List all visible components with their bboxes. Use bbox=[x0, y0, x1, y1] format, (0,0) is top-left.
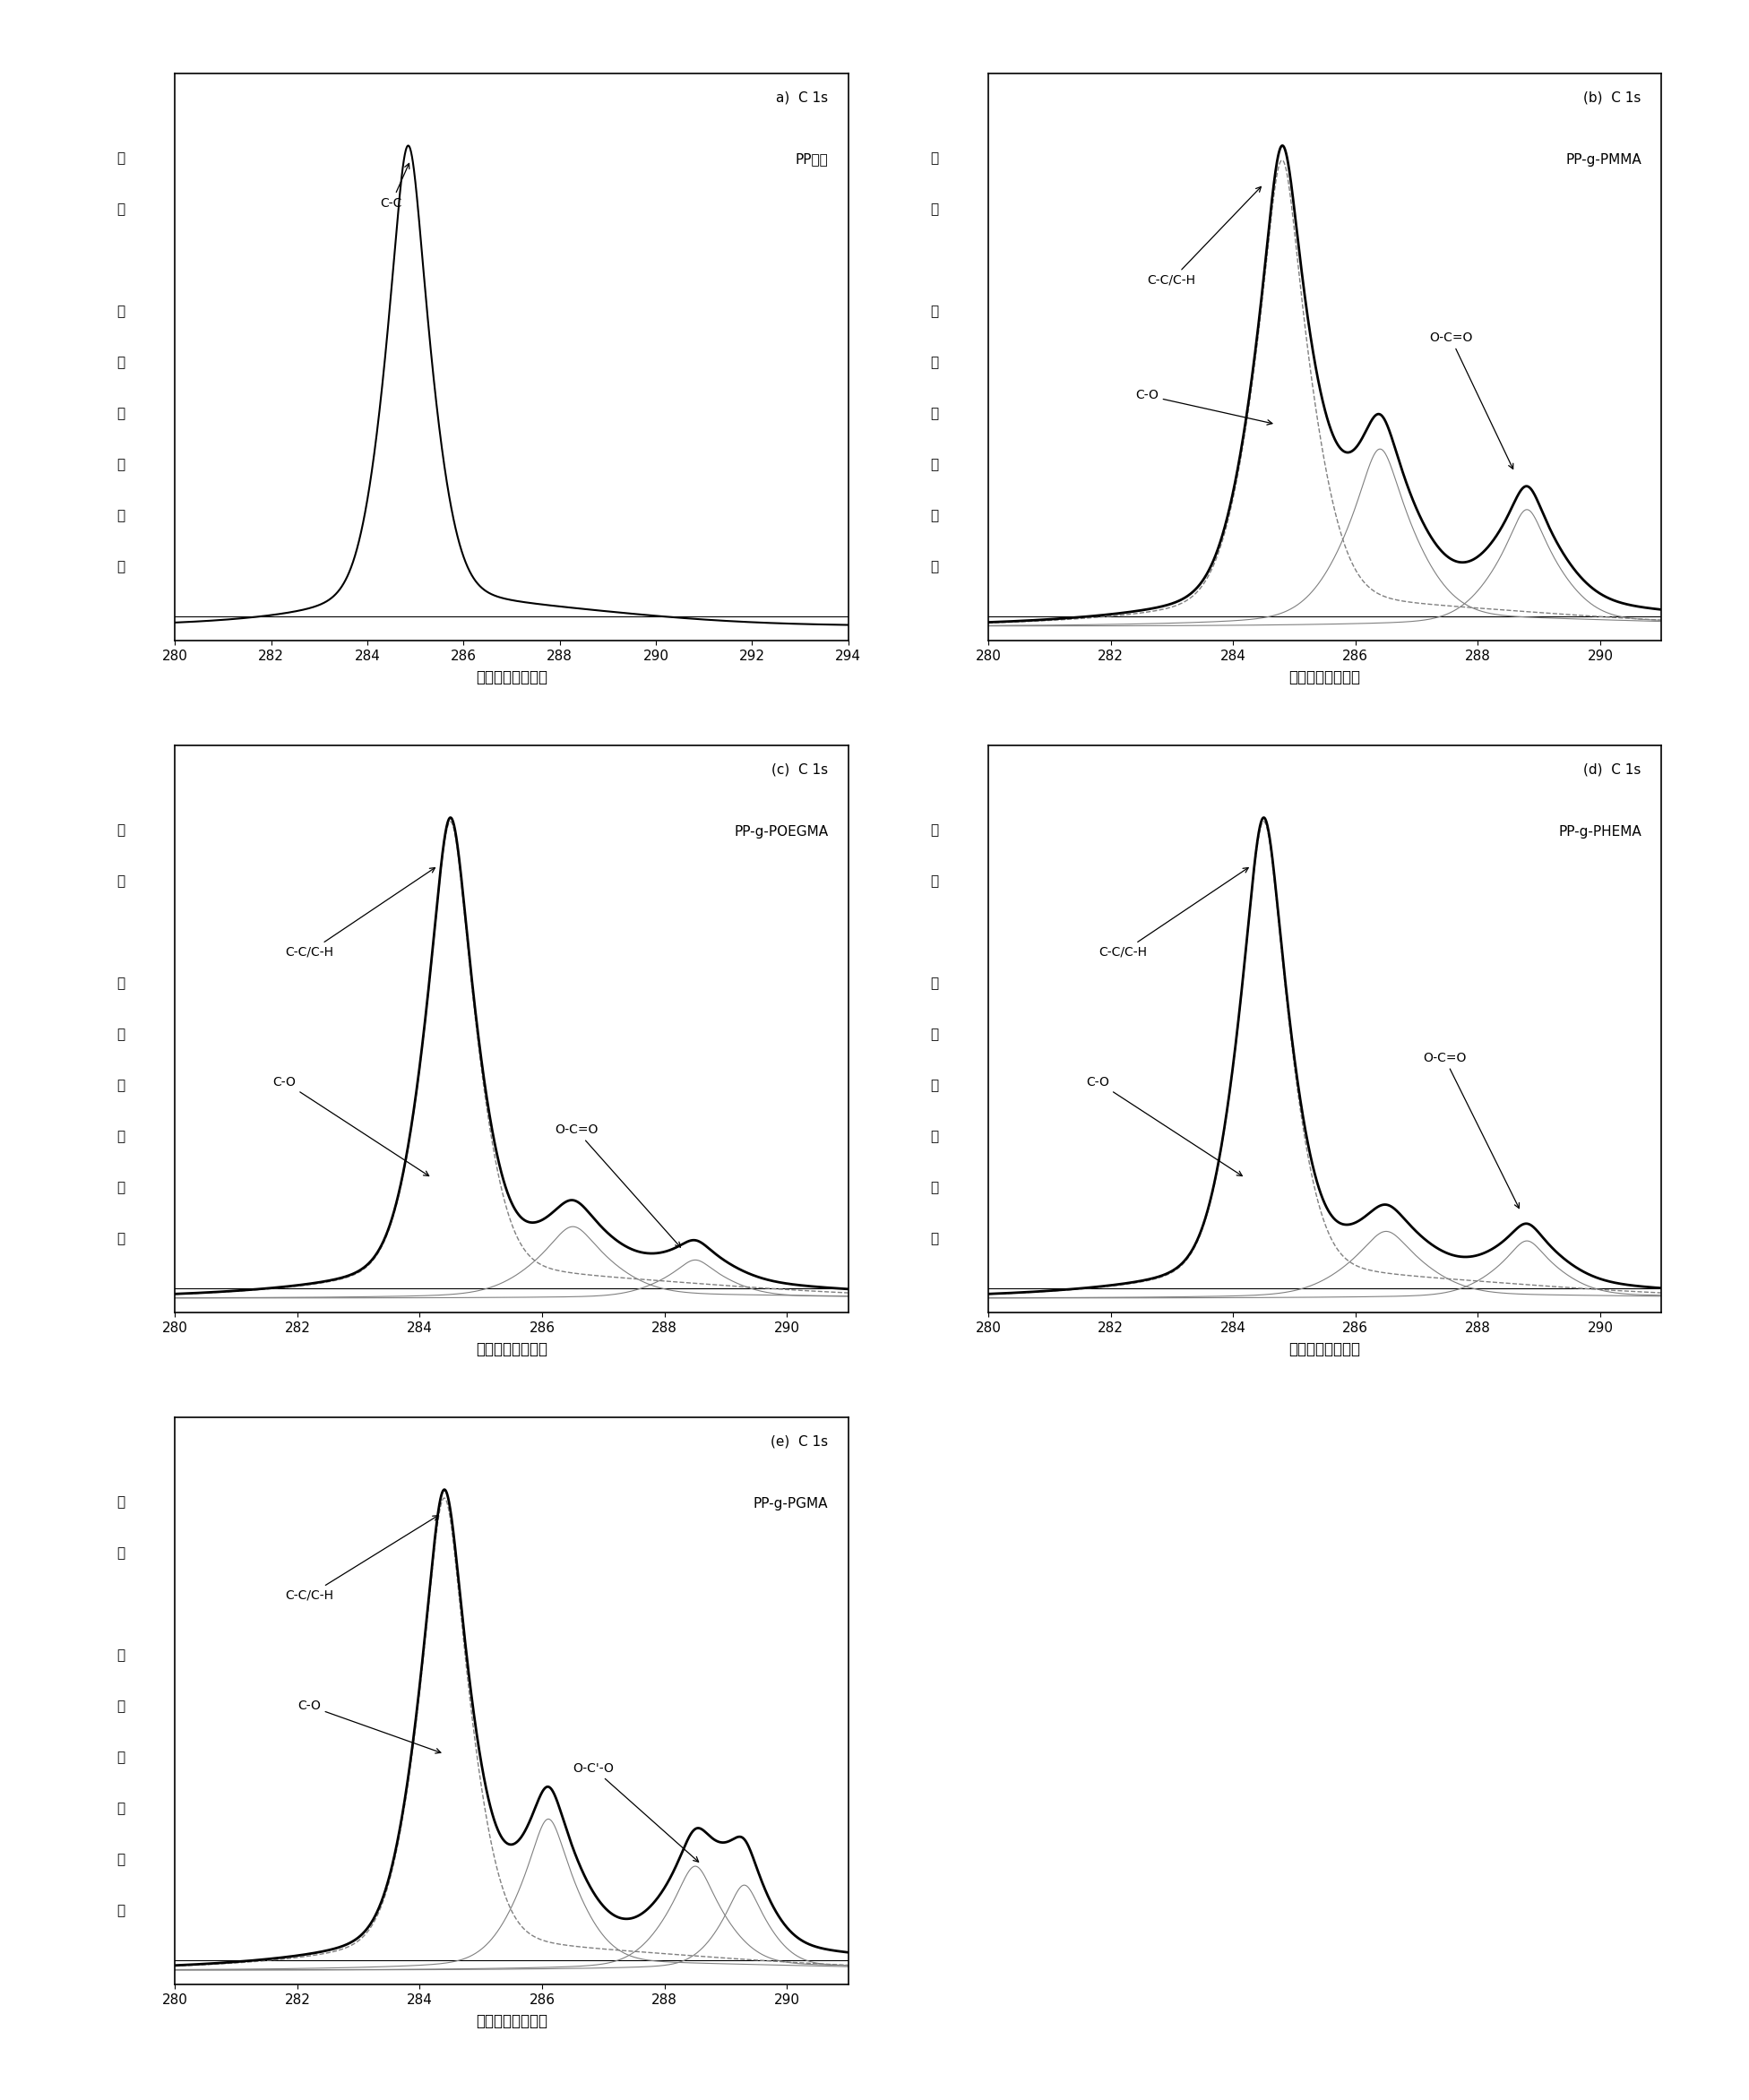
Text: ）: ） bbox=[117, 561, 126, 573]
Text: 单: 单 bbox=[117, 1130, 126, 1142]
Text: ）: ） bbox=[117, 1233, 126, 1245]
X-axis label: 结合能（电子伏）: 结合能（电子伏） bbox=[1289, 1342, 1361, 1357]
Text: 收: 收 bbox=[117, 1079, 126, 1092]
Text: C-O: C-O bbox=[1135, 388, 1272, 424]
Text: 位: 位 bbox=[117, 1852, 126, 1867]
Text: (d)  C 1s: (d) C 1s bbox=[1583, 762, 1641, 775]
Text: 位: 位 bbox=[117, 1180, 126, 1195]
Text: ）: ） bbox=[930, 1233, 939, 1245]
Text: O-C=O: O-C=O bbox=[554, 1124, 680, 1247]
Text: 位: 位 bbox=[117, 508, 126, 523]
Text: 强: 强 bbox=[930, 151, 939, 166]
Text: 强: 强 bbox=[930, 823, 939, 838]
X-axis label: 结合能（电子伏）: 结合能（电子伏） bbox=[476, 670, 547, 685]
Text: 度: 度 bbox=[930, 876, 939, 888]
Text: C-O: C-O bbox=[273, 1075, 429, 1176]
Text: O-C'-O: O-C'-O bbox=[572, 1762, 698, 1863]
Text: 单: 单 bbox=[117, 1802, 126, 1814]
Text: O-C=O: O-C=O bbox=[1429, 332, 1513, 468]
X-axis label: 结合能（电子伏）: 结合能（电子伏） bbox=[1289, 670, 1361, 685]
Text: 收: 收 bbox=[930, 407, 939, 420]
Text: （: （ bbox=[930, 976, 939, 991]
Text: 单: 单 bbox=[930, 1130, 939, 1142]
Text: 度: 度 bbox=[930, 204, 939, 216]
Text: 单: 单 bbox=[930, 458, 939, 470]
Text: C-C/C-H: C-C/C-H bbox=[1147, 187, 1261, 286]
Text: (c)  C 1s: (c) C 1s bbox=[771, 762, 827, 775]
Text: PP-g-PGMA: PP-g-PGMA bbox=[754, 1497, 827, 1510]
Text: C-C/C-H: C-C/C-H bbox=[1098, 867, 1249, 958]
X-axis label: 结合能（电子伏）: 结合能（电子伏） bbox=[476, 2014, 547, 2029]
Text: 度: 度 bbox=[117, 1548, 126, 1560]
Text: 吸: 吸 bbox=[930, 357, 939, 370]
Text: a)  C 1s: a) C 1s bbox=[777, 90, 827, 103]
Text: ）: ） bbox=[117, 1905, 126, 1917]
Text: 位: 位 bbox=[930, 508, 939, 523]
Text: （: （ bbox=[930, 304, 939, 319]
Text: (b)  C 1s: (b) C 1s bbox=[1583, 90, 1641, 103]
Text: ）: ） bbox=[930, 561, 939, 573]
Text: 收: 收 bbox=[117, 1751, 126, 1764]
Text: 收: 收 bbox=[117, 407, 126, 420]
Text: 度: 度 bbox=[117, 204, 126, 216]
X-axis label: 结合能（电子伏）: 结合能（电子伏） bbox=[476, 1342, 547, 1357]
Text: 度: 度 bbox=[117, 876, 126, 888]
Text: 强: 强 bbox=[117, 1495, 126, 1510]
Text: 吸: 吸 bbox=[117, 1029, 126, 1042]
Text: （: （ bbox=[117, 304, 126, 319]
Text: 吸: 吸 bbox=[117, 1701, 126, 1714]
Text: PP-g-POEGMA: PP-g-POEGMA bbox=[735, 825, 827, 838]
Text: C-C: C-C bbox=[381, 164, 409, 210]
Text: 强: 强 bbox=[117, 823, 126, 838]
Text: C-O: C-O bbox=[297, 1699, 441, 1753]
Text: C-O: C-O bbox=[1086, 1075, 1242, 1176]
Text: 吸: 吸 bbox=[117, 357, 126, 370]
Text: （: （ bbox=[117, 1648, 126, 1663]
Text: 单: 单 bbox=[117, 458, 126, 470]
Text: 收: 收 bbox=[930, 1079, 939, 1092]
Text: O-C=O: O-C=O bbox=[1422, 1052, 1520, 1208]
Text: PP-g-PMMA: PP-g-PMMA bbox=[1565, 153, 1641, 166]
Text: C-C/C-H: C-C/C-H bbox=[285, 867, 436, 958]
Text: 吸: 吸 bbox=[930, 1029, 939, 1042]
Text: PP-g-PHEMA: PP-g-PHEMA bbox=[1558, 825, 1641, 838]
Text: C-C/C-H: C-C/C-H bbox=[285, 1516, 437, 1602]
Text: PP原膜: PP原膜 bbox=[796, 153, 827, 166]
Text: （: （ bbox=[117, 976, 126, 991]
Text: 位: 位 bbox=[930, 1180, 939, 1195]
Text: 强: 强 bbox=[117, 151, 126, 166]
Text: (e)  C 1s: (e) C 1s bbox=[771, 1434, 827, 1447]
